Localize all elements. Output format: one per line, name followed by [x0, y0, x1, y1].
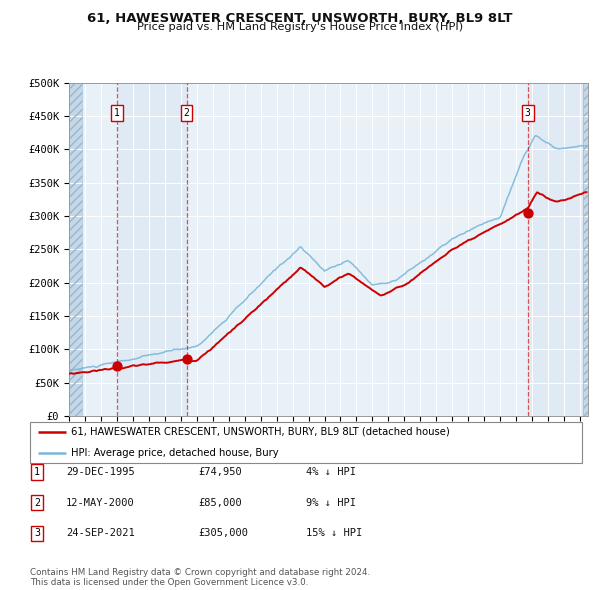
Text: 1: 1	[34, 467, 40, 477]
FancyBboxPatch shape	[30, 422, 582, 463]
Text: 12-MAY-2000: 12-MAY-2000	[66, 498, 135, 507]
Text: 9% ↓ HPI: 9% ↓ HPI	[306, 498, 356, 507]
Text: 15% ↓ HPI: 15% ↓ HPI	[306, 529, 362, 538]
Bar	[583, 83, 588, 416]
Text: 61, HAWESWATER CRESCENT, UNSWORTH, BURY, BL9 8LT (detached house): 61, HAWESWATER CRESCENT, UNSWORTH, BURY,…	[71, 427, 450, 437]
Text: 1: 1	[114, 107, 119, 117]
Bar	[117, 83, 187, 416]
Text: £74,950: £74,950	[198, 467, 242, 477]
Bar	[528, 83, 583, 416]
Text: 3: 3	[34, 529, 40, 538]
Bar	[69, 83, 82, 416]
Text: 4% ↓ HPI: 4% ↓ HPI	[306, 467, 356, 477]
Bar	[583, 83, 588, 416]
Text: 61, HAWESWATER CRESCENT, UNSWORTH, BURY, BL9 8LT: 61, HAWESWATER CRESCENT, UNSWORTH, BURY,…	[87, 12, 513, 25]
Point	[112, 361, 122, 371]
Text: 2: 2	[34, 498, 40, 507]
Point	[523, 208, 533, 217]
Bar	[69, 83, 82, 416]
Text: Contains HM Land Registry data © Crown copyright and database right 2024.
This d: Contains HM Land Registry data © Crown c…	[30, 568, 370, 587]
Text: 2: 2	[184, 107, 190, 117]
Text: £85,000: £85,000	[198, 498, 242, 507]
Text: £305,000: £305,000	[198, 529, 248, 538]
Text: HPI: Average price, detached house, Bury: HPI: Average price, detached house, Bury	[71, 448, 279, 458]
Text: 29-DEC-1995: 29-DEC-1995	[66, 467, 135, 477]
Text: 24-SEP-2021: 24-SEP-2021	[66, 529, 135, 538]
Point	[182, 355, 191, 364]
Text: Price paid vs. HM Land Registry's House Price Index (HPI): Price paid vs. HM Land Registry's House …	[137, 22, 463, 32]
Text: 3: 3	[525, 107, 531, 117]
